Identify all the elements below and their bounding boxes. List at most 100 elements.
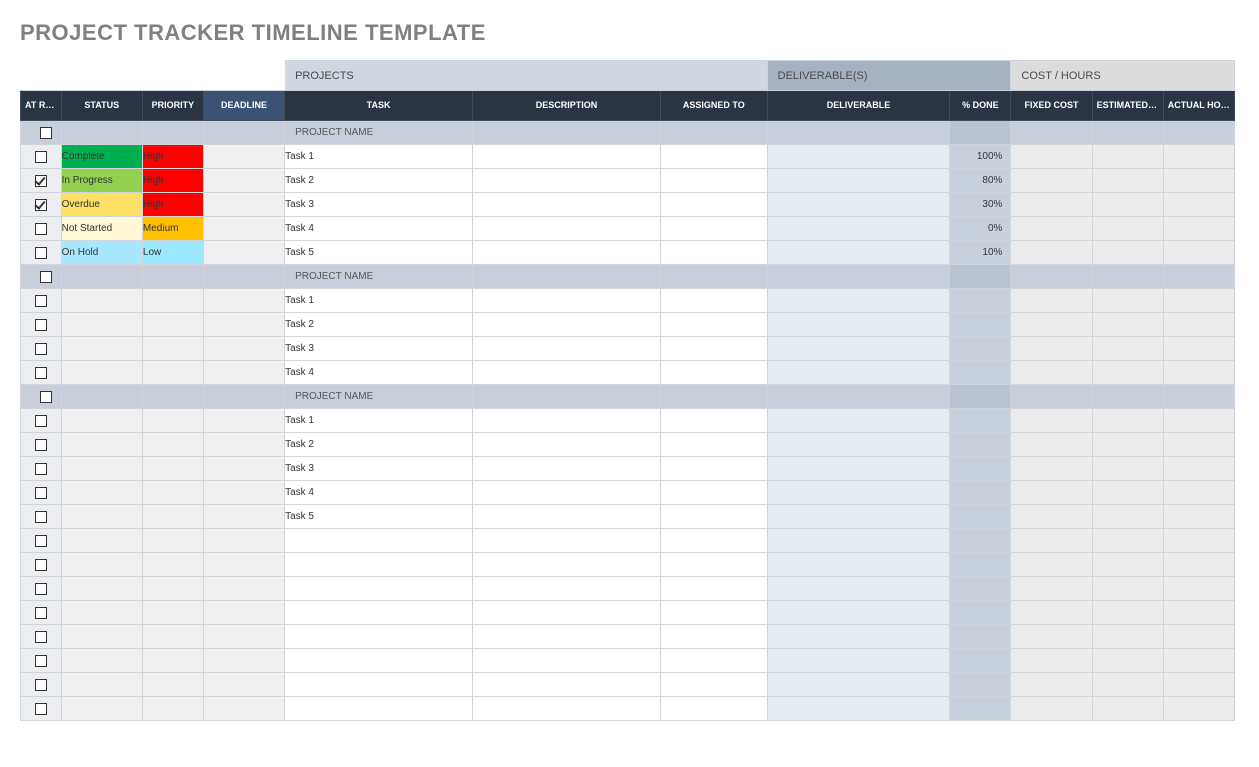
pct-done-cell[interactable] [950,409,1011,433]
assigned-to-cell[interactable] [660,481,767,505]
priority-cell[interactable] [142,481,203,505]
at-risk-cell[interactable] [21,361,62,385]
deadline-cell[interactable] [203,337,284,361]
pct-done-cell[interactable]: 30% [950,193,1011,217]
at-risk-cell[interactable] [21,649,62,673]
assigned-to-cell[interactable] [660,601,767,625]
fixed-cost-cell[interactable] [1011,553,1092,577]
fixed-cost-cell[interactable] [1011,217,1092,241]
checkbox-icon[interactable] [35,415,47,427]
pct-done-cell[interactable]: 80% [950,169,1011,193]
est-hours-cell[interactable] [1092,529,1163,553]
checkbox-icon[interactable] [35,319,47,331]
pct-done-cell[interactable]: 10% [950,241,1011,265]
assigned-to-cell[interactable] [660,577,767,601]
checkbox-icon[interactable] [35,703,47,715]
pct-done-cell[interactable] [950,385,1011,409]
assigned-to-cell[interactable] [660,505,767,529]
est-hours-cell[interactable] [1092,289,1163,313]
fixed-cost-cell[interactable] [1011,169,1092,193]
pct-done-cell[interactable] [950,337,1011,361]
task-cell[interactable]: PROJECT NAME [285,385,473,409]
priority-cell[interactable] [142,649,203,673]
deliverable-cell[interactable] [767,169,950,193]
est-hours-cell[interactable] [1092,697,1163,721]
priority-cell[interactable] [142,577,203,601]
est-hours-cell[interactable] [1092,121,1163,145]
est-hours-cell[interactable] [1092,649,1163,673]
description-cell[interactable] [473,241,661,265]
deadline-cell[interactable] [203,505,284,529]
assigned-to-cell[interactable] [660,697,767,721]
status-cell[interactable] [61,337,142,361]
description-cell[interactable] [473,625,661,649]
est-hours-cell[interactable] [1092,313,1163,337]
assigned-to-cell[interactable] [660,649,767,673]
act-hours-cell[interactable] [1163,625,1234,649]
fixed-cost-cell[interactable] [1011,409,1092,433]
fixed-cost-cell[interactable] [1011,457,1092,481]
deliverable-cell[interactable] [767,289,950,313]
fixed-cost-cell[interactable] [1011,481,1092,505]
priority-cell[interactable] [142,385,203,409]
act-hours-cell[interactable] [1163,553,1234,577]
assigned-to-cell[interactable] [660,529,767,553]
description-cell[interactable] [473,289,661,313]
act-hours-cell[interactable] [1163,169,1234,193]
deliverable-cell[interactable] [767,433,950,457]
task-cell[interactable]: Task 3 [285,193,473,217]
fixed-cost-cell[interactable] [1011,313,1092,337]
deliverable-cell[interactable] [767,697,950,721]
checkbox-icon[interactable] [35,511,47,523]
status-cell[interactable]: On Hold [61,241,142,265]
task-cell[interactable] [285,529,473,553]
pct-done-cell[interactable]: 100% [950,145,1011,169]
checkbox-icon[interactable] [35,439,47,451]
fixed-cost-cell[interactable] [1011,649,1092,673]
act-hours-cell[interactable] [1163,409,1234,433]
priority-cell[interactable] [142,553,203,577]
checkbox-icon[interactable] [35,223,47,235]
at-risk-cell[interactable] [21,313,62,337]
est-hours-cell[interactable] [1092,265,1163,289]
description-cell[interactable] [473,697,661,721]
deadline-cell[interactable] [203,193,284,217]
task-cell[interactable] [285,673,473,697]
priority-cell[interactable] [142,361,203,385]
deadline-cell[interactable] [203,457,284,481]
deadline-cell[interactable] [203,241,284,265]
est-hours-cell[interactable] [1092,625,1163,649]
status-cell[interactable] [61,433,142,457]
priority-cell[interactable] [142,625,203,649]
deliverable-cell[interactable] [767,193,950,217]
assigned-to-cell[interactable] [660,673,767,697]
priority-cell[interactable]: High [142,145,203,169]
fixed-cost-cell[interactable] [1011,601,1092,625]
deadline-cell[interactable] [203,385,284,409]
at-risk-cell[interactable] [21,145,62,169]
at-risk-cell[interactable] [21,601,62,625]
description-cell[interactable] [473,169,661,193]
pct-done-cell[interactable] [950,361,1011,385]
assigned-to-cell[interactable] [660,145,767,169]
assigned-to-cell[interactable] [660,241,767,265]
pct-done-cell[interactable] [950,529,1011,553]
status-cell[interactable] [61,673,142,697]
task-cell[interactable] [285,697,473,721]
assigned-to-cell[interactable] [660,457,767,481]
priority-cell[interactable] [142,529,203,553]
status-cell[interactable] [61,289,142,313]
checkbox-icon[interactable] [35,295,47,307]
act-hours-cell[interactable] [1163,361,1234,385]
deadline-cell[interactable] [203,217,284,241]
est-hours-cell[interactable] [1092,481,1163,505]
deadline-cell[interactable] [203,121,284,145]
act-hours-cell[interactable] [1163,337,1234,361]
deadline-cell[interactable] [203,673,284,697]
fixed-cost-cell[interactable] [1011,121,1092,145]
fixed-cost-cell[interactable] [1011,265,1092,289]
status-cell[interactable] [61,529,142,553]
status-cell[interactable] [61,697,142,721]
fixed-cost-cell[interactable] [1011,193,1092,217]
priority-cell[interactable] [142,265,203,289]
